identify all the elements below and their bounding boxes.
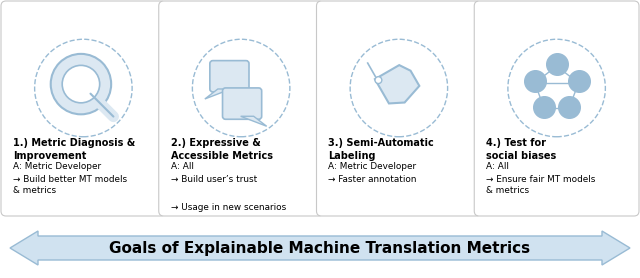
Text: → Usage in new scenarios: → Usage in new scenarios <box>171 203 286 212</box>
Text: A: Metric Developer: A: Metric Developer <box>328 162 417 171</box>
Polygon shape <box>10 231 630 265</box>
Text: A: All: A: All <box>171 162 194 171</box>
Polygon shape <box>375 65 419 103</box>
Text: 1.) Metric Diagnosis &
Improvement: 1.) Metric Diagnosis & Improvement <box>13 138 135 161</box>
Circle shape <box>550 59 563 73</box>
Circle shape <box>528 76 541 90</box>
FancyBboxPatch shape <box>223 88 262 119</box>
FancyBboxPatch shape <box>317 1 481 216</box>
FancyBboxPatch shape <box>159 1 323 216</box>
Text: 2.) Expressive &
Accessible Metrics: 2.) Expressive & Accessible Metrics <box>171 138 273 161</box>
Circle shape <box>538 102 551 115</box>
Text: Goals of Explainable Machine Translation Metrics: Goals of Explainable Machine Translation… <box>109 240 531 255</box>
Text: → Build user’s trust: → Build user’s trust <box>171 175 257 184</box>
FancyBboxPatch shape <box>1 1 166 216</box>
Text: → Faster annotation: → Faster annotation <box>328 175 417 184</box>
FancyBboxPatch shape <box>474 1 639 216</box>
Circle shape <box>51 54 111 114</box>
FancyBboxPatch shape <box>210 61 249 92</box>
Text: 3.) Semi-Automatic
Labeling: 3.) Semi-Automatic Labeling <box>328 138 435 161</box>
Polygon shape <box>241 116 267 126</box>
Text: 4.) Test for
social biases: 4.) Test for social biases <box>486 138 557 161</box>
Text: → Build better MT models
& metrics: → Build better MT models & metrics <box>13 175 127 195</box>
Circle shape <box>562 102 575 115</box>
Text: A: All: A: All <box>486 162 509 171</box>
Circle shape <box>375 77 382 83</box>
Circle shape <box>572 76 586 90</box>
Polygon shape <box>205 89 231 99</box>
Text: A: Metric Developer: A: Metric Developer <box>13 162 101 171</box>
Text: → Ensure fair MT models
& metrics: → Ensure fair MT models & metrics <box>486 175 596 195</box>
Circle shape <box>62 65 100 103</box>
